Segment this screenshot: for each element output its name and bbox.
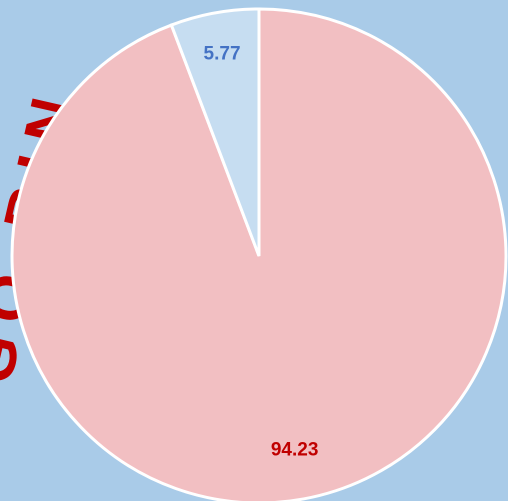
pie-slice: [169, 7, 261, 257]
pie-slice: [10, 7, 508, 501]
data-label: 94.23: [271, 439, 319, 460]
data-label: 5.77: [204, 43, 241, 64]
